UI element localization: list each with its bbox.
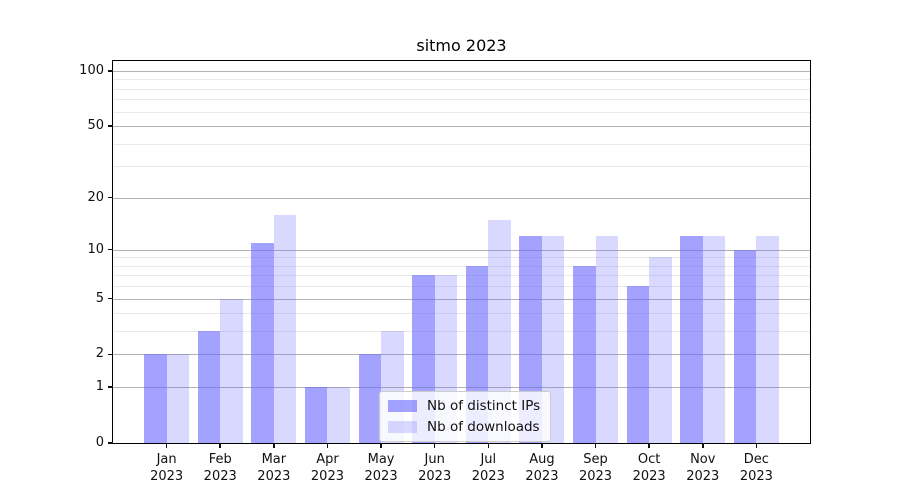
x-tick-nov (702, 443, 704, 448)
legend-swatch-downloads (388, 421, 417, 433)
y-tick-2 (108, 353, 113, 356)
bar-distinct-ips-feb (197, 331, 221, 443)
x-tick-label-oct: Oct 2023 (632, 452, 666, 484)
y-tick-50 (108, 125, 113, 127)
bar-distinct-ips-jan (144, 354, 167, 443)
x-tick-label-sep: Sep 2023 (578, 452, 613, 484)
y-tick-20 (108, 196, 113, 199)
gridline-major-1 (113, 387, 810, 389)
x-tick-feb (219, 443, 221, 448)
y-tick-0 (108, 442, 113, 444)
y-tick-label-10: 10 (87, 241, 104, 257)
x-tick-may (380, 443, 382, 448)
y-tick-100 (108, 70, 113, 72)
x-tick-jan (165, 443, 168, 448)
x-tick-label-apr: Apr 2023 (310, 452, 344, 484)
legend-swatch-distinct-ips (388, 400, 417, 412)
bar-downloads-mar (273, 214, 297, 443)
x-tick-aug (541, 443, 543, 448)
bar-downloads-dec (756, 236, 779, 443)
gridline-minor-70 (113, 99, 810, 101)
legend-label-downloads: Nb of downloads (427, 419, 540, 435)
y-tick-label-50: 50 (87, 118, 104, 134)
x-tick-sep (594, 443, 597, 448)
gridline-major-50 (113, 126, 810, 128)
gridline-minor-30 (113, 166, 810, 168)
gridline-minor-40 (113, 143, 810, 145)
bar-distinct-ips-nov (680, 236, 703, 443)
gridline-minor-7 (113, 275, 810, 277)
x-tick-label-may: May 2023 (364, 452, 398, 484)
y-tick-label-0: 0 (95, 435, 104, 450)
gridline-minor-80 (113, 88, 810, 90)
bar-distinct-ips-oct (626, 286, 650, 443)
bar-distinct-ips-dec (733, 249, 757, 443)
plot-area (113, 61, 810, 443)
gridline-major-2 (113, 354, 810, 356)
y-tick-label-2: 2 (95, 346, 104, 362)
gridline-major-5 (113, 298, 810, 300)
gridline-major-10 (113, 249, 810, 251)
gridline-minor-9 (113, 257, 810, 259)
gridline-minor-90 (113, 79, 810, 81)
chart-title: sitmo 2023 (416, 36, 507, 55)
x-tick-oct (648, 443, 650, 448)
bar-downloads-sep (595, 236, 619, 443)
y-tick-1 (108, 386, 113, 388)
x-tick-apr (326, 443, 329, 448)
bar-downloads-nov (702, 236, 726, 443)
gridline-major-20 (113, 197, 810, 199)
bar-downloads-jan (166, 354, 190, 443)
bar-distinct-ips-mar (251, 242, 274, 443)
bar-downloads-oct (649, 257, 672, 443)
legend-item-downloads: Nb of downloads (388, 419, 540, 435)
x-tick-label-jan: Jan 2023 (150, 452, 184, 484)
gridline-minor-6 (113, 286, 810, 288)
x-tick-jun (433, 443, 436, 448)
y-tick-label-100: 100 (79, 62, 104, 78)
x-tick-label-mar: Mar 2023 (257, 452, 291, 484)
gridline-minor-4 (113, 313, 810, 315)
y-tick-label-20: 20 (87, 189, 104, 205)
x-tick-label-nov: Nov 2023 (686, 452, 720, 484)
legend-item-distinct-ips: Nb of distinct IPs (388, 398, 540, 414)
x-tick-label-dec: Dec 2023 (739, 452, 773, 484)
y-tick-label-5: 5 (95, 290, 104, 306)
legend: Nb of distinct IPs Nb of downloads (379, 391, 552, 442)
x-tick-label-jul: Jul 2023 (471, 452, 505, 484)
bar-downloads-apr (327, 387, 350, 443)
bar-distinct-ips-apr (304, 387, 328, 443)
bar-distinct-ips-sep (573, 265, 596, 443)
y-tick-10 (108, 248, 113, 251)
gridline-minor-3 (113, 331, 810, 333)
x-tick-jul (487, 443, 490, 448)
gridline-minor-8 (113, 265, 810, 267)
bar-distinct-ips-may (358, 354, 382, 443)
gridline-major-100 (113, 70, 810, 72)
gridline-minor-60 (113, 111, 810, 113)
legend-label-distinct-ips: Nb of distinct IPs (427, 398, 541, 414)
y-tick-label-1: 1 (95, 379, 104, 395)
bar-downloads-jul (488, 219, 511, 443)
x-tick-label-feb: Feb 2023 (203, 452, 237, 484)
x-tick-dec (755, 443, 758, 448)
x-tick-label-jun: Jun 2023 (418, 452, 452, 484)
y-tick-5 (108, 297, 113, 300)
x-tick-label-aug: Aug 2023 (525, 452, 559, 484)
bar-downloads-feb (220, 298, 243, 443)
x-tick-mar (273, 443, 275, 448)
